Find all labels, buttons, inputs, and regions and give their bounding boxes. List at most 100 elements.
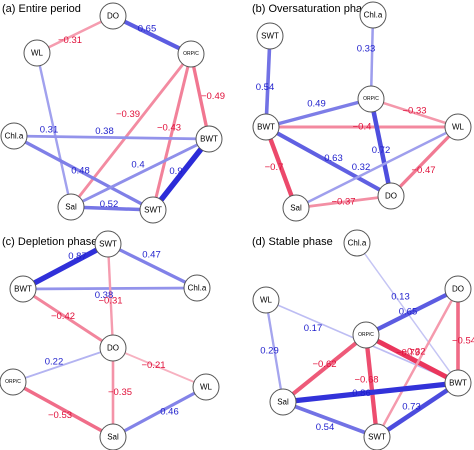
edge-chla-swt xyxy=(12,134,155,212)
edge-orp-do xyxy=(12,347,114,383)
edge-label-wl-do: −0.31 xyxy=(58,35,82,46)
edge-label-sal-do: −0.37 xyxy=(331,197,355,208)
edge-label-bwt-swt: 0.9 xyxy=(169,166,182,177)
node-label: DO xyxy=(107,344,119,353)
node-label: WL xyxy=(452,123,465,132)
edge-label-do-swt: −0.32 xyxy=(401,347,425,358)
edge-wl-do xyxy=(35,14,115,55)
node-wl: WL xyxy=(23,39,51,67)
node-circle xyxy=(357,85,385,113)
edge-do-wl xyxy=(112,347,207,388)
edge-label-bwt-wl: −0.4 xyxy=(353,122,372,133)
edge-label-orp-do: 0.22 xyxy=(45,357,64,368)
edge-label-orp-bwt: −0.49 xyxy=(201,91,225,102)
edge-label-bwt-swt: 0.87 xyxy=(68,251,87,262)
node-bwt: BWT xyxy=(252,113,280,141)
node-label: DO xyxy=(107,12,119,21)
edge-label-orp-swt: −0.68 xyxy=(354,375,378,386)
node-circle xyxy=(0,122,28,150)
edge-label-orp-wl: −0.33 xyxy=(402,106,426,117)
edge-label-chla-bwt: 0.38 xyxy=(95,126,114,137)
node-orp: ORP/C xyxy=(0,368,27,396)
edge-label-bwt-sal: −0.7 xyxy=(265,162,284,173)
node-circle xyxy=(256,22,284,50)
edge-label-sal-bwt: 0.86 xyxy=(352,388,371,399)
edge-label-swt-chla: 0.47 xyxy=(142,250,161,261)
edge-chla-orp xyxy=(369,13,375,101)
node-chla: Chl.a xyxy=(0,122,28,150)
node-label: SWT xyxy=(368,433,386,442)
edge-chla-bwt xyxy=(12,134,211,141)
node-circle xyxy=(343,229,371,257)
edge-label-bwt-orp: 0.49 xyxy=(307,99,326,110)
node-wl: WL xyxy=(192,373,220,401)
edge-label-bwt-chla: 0.38 xyxy=(95,290,114,301)
edge-sal-wl xyxy=(294,125,460,210)
edge-sal-swt xyxy=(69,205,155,212)
edge-label-do-bwt: −0.54 xyxy=(452,336,474,347)
node-circle xyxy=(252,113,280,141)
edge-label-orp-sal: −0.62 xyxy=(312,359,336,370)
node-chla: Chl.a xyxy=(343,229,371,257)
node-swt: SWT xyxy=(139,196,167,224)
node-do: DO xyxy=(377,182,405,210)
edge-wl-sal xyxy=(264,298,285,404)
edge-label-bwt-swt: 0.73 xyxy=(402,402,421,413)
node-label: SWT xyxy=(99,240,117,249)
edge-label-chla-bwt: 0.13 xyxy=(391,292,410,303)
edge-orp-do xyxy=(368,96,394,199)
node-label: Chl.a xyxy=(5,132,24,141)
edge-label-wl-sal: 0.46 xyxy=(160,407,179,418)
edge-orp-sal xyxy=(11,380,115,439)
node-circle xyxy=(23,39,51,67)
edge-label-orp-swt: −0.43 xyxy=(157,123,181,134)
edge-label-bwt-do: 0.63 xyxy=(324,153,343,164)
panel-title: (d) Stable phase xyxy=(252,236,333,248)
node-label: Chl.a xyxy=(348,239,367,248)
node-label: SWT xyxy=(144,206,162,215)
node-circle xyxy=(352,321,380,349)
node-circle xyxy=(94,230,122,258)
node-label: BWT xyxy=(257,123,275,132)
edge-orp-swt xyxy=(151,52,193,212)
node-swt: SWT xyxy=(363,423,391,450)
node-circle xyxy=(359,1,387,29)
node-circle xyxy=(9,275,37,303)
edge-label-chla-orp: 0.33 xyxy=(357,44,376,55)
node-sal: Sal xyxy=(57,193,85,221)
node-label: BWT xyxy=(449,379,467,388)
node-circle xyxy=(444,113,472,141)
edge-label-wl-bwt: 0.17 xyxy=(304,323,323,334)
panel-stable-phase: (d) Stable phase 0.13 0.17 0.29 0.65 −0.54 −0… xyxy=(252,229,474,450)
node-label: ORP/C xyxy=(183,51,199,57)
edge-label-do-wl: −0.21 xyxy=(141,360,165,371)
node-label: BWT xyxy=(200,135,218,144)
edge-label-wl-do: −0.47 xyxy=(411,165,435,176)
edge-label-swt-bwt: 0.54 xyxy=(256,82,275,93)
node-sal: Sal xyxy=(269,388,297,416)
edge-label-chla-swt: 0.48 xyxy=(71,166,90,177)
node-label: WL xyxy=(31,49,44,58)
node-circle xyxy=(282,194,310,222)
node-circle xyxy=(99,2,127,30)
node-label: SWT xyxy=(261,32,279,41)
edge-label-swt-do: −0.31 xyxy=(98,296,122,307)
edge-label-do-orp: 0.65 xyxy=(138,24,157,35)
node-circle xyxy=(57,193,85,221)
edge-label-orp-sal: −0.53 xyxy=(48,410,72,421)
node-label: WL xyxy=(200,383,213,392)
node-circle xyxy=(195,125,223,153)
edge-bwt-sal xyxy=(69,137,211,209)
edge-orp-sal xyxy=(280,332,369,405)
edge-bwt-swt xyxy=(150,136,212,213)
edge-orp-bwt xyxy=(363,332,461,386)
node-label: Sal xyxy=(290,204,302,213)
node-bwt: BWT xyxy=(195,125,223,153)
node-circle xyxy=(99,423,127,450)
edge-label-orp-do: 0.72 xyxy=(372,145,391,156)
edge-bwt-do xyxy=(263,124,394,199)
node-label: DO xyxy=(385,192,397,201)
node-label: ORP/C xyxy=(363,96,379,102)
edge-orp-do xyxy=(363,286,461,338)
